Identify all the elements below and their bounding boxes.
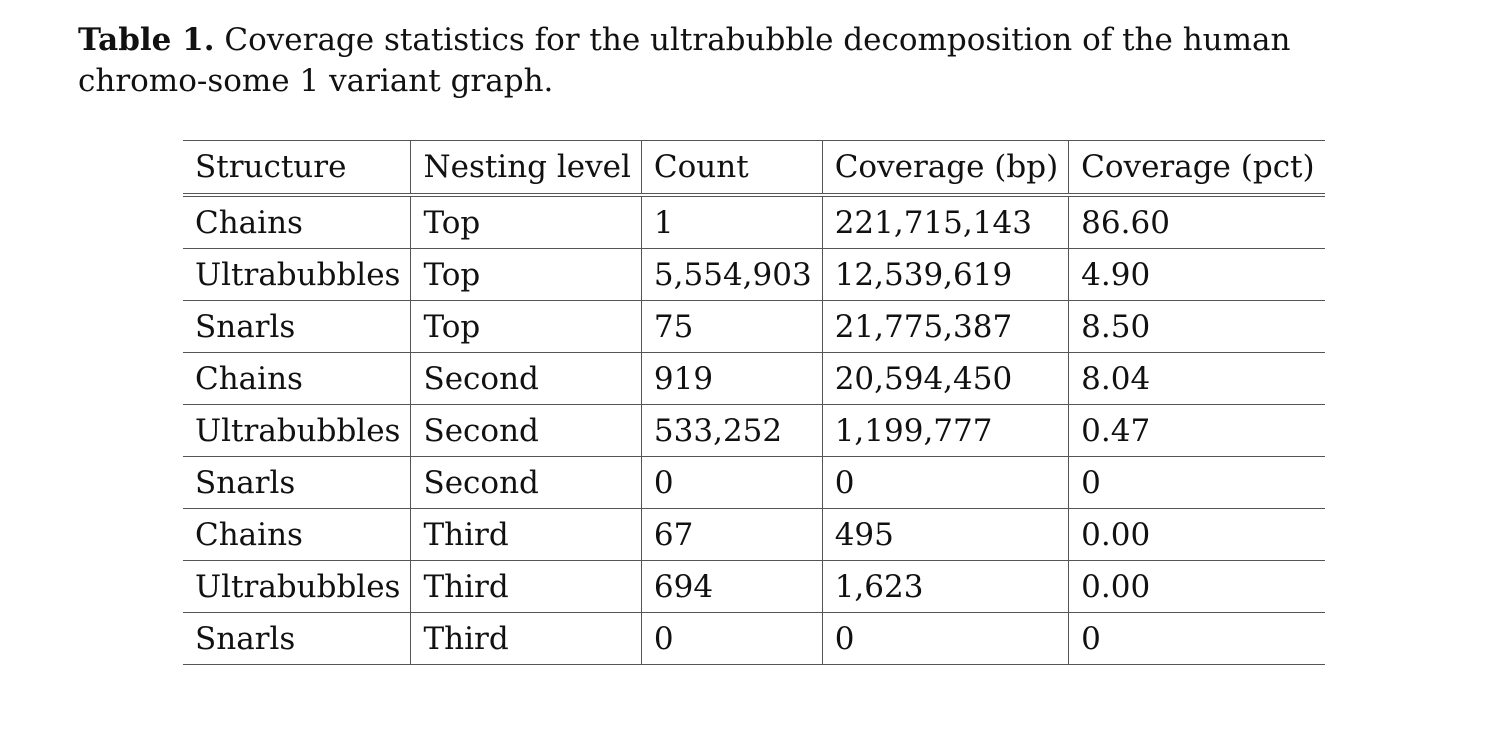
cell-count: 75 <box>640 300 823 353</box>
cell-nesting-level: Second <box>410 352 642 405</box>
cell-coverage-bp: 12,539,619 <box>821 248 1070 301</box>
cell-structure: Chains <box>183 508 412 561</box>
cell-nesting-level: Third <box>410 612 642 665</box>
cell-coverage-pct: 0.00 <box>1068 560 1325 613</box>
cell-structure: Snarls <box>183 612 412 665</box>
caption-text: Coverage statistics for the ultrabubble … <box>78 22 1291 99</box>
header-count: Count <box>640 140 823 197</box>
header-coverage-bp: Coverage (bp) <box>821 140 1070 197</box>
cell-count: 67 <box>640 508 823 561</box>
table-header-row: Structure Nesting level Count Coverage (… <box>183 140 1325 197</box>
cell-coverage-bp: 1,623 <box>821 560 1070 613</box>
cell-nesting-level: Top <box>410 195 642 249</box>
coverage-table: Structure Nesting level Count Coverage (… <box>183 140 1325 665</box>
cell-coverage-pct: 0.00 <box>1068 508 1325 561</box>
table-row: Chains Top 1 221,715,143 86.60 <box>183 195 1325 249</box>
cell-coverage-bp: 495 <box>821 508 1070 561</box>
cell-coverage-pct: 0.47 <box>1068 404 1325 457</box>
cell-nesting-level: Third <box>410 508 642 561</box>
table-row: Ultrabubbles Second 533,252 1,199,777 0.… <box>183 404 1325 457</box>
cell-coverage-bp: 21,775,387 <box>821 300 1070 353</box>
cell-coverage-pct: 8.04 <box>1068 352 1325 405</box>
cell-count: 1 <box>640 195 823 249</box>
cell-structure: Chains <box>183 195 412 249</box>
table-row: Snarls Top 75 21,775,387 8.50 <box>183 300 1325 353</box>
caption-label: Table 1. <box>78 22 215 58</box>
cell-coverage-pct: 0 <box>1068 456 1325 509</box>
cell-count: 5,554,903 <box>640 248 823 301</box>
cell-coverage-pct: 86.60 <box>1068 195 1325 249</box>
cell-count: 0 <box>640 456 823 509</box>
cell-coverage-bp: 0 <box>821 612 1070 665</box>
cell-coverage-pct: 8.50 <box>1068 300 1325 353</box>
cell-structure: Snarls <box>183 300 412 353</box>
cell-coverage-pct: 0 <box>1068 612 1325 665</box>
table-row: Ultrabubbles Third 694 1,623 0.00 <box>183 560 1325 613</box>
cell-coverage-bp: 1,199,777 <box>821 404 1070 457</box>
cell-nesting-level: Third <box>410 560 642 613</box>
cell-structure: Chains <box>183 352 412 405</box>
table-row: Ultrabubbles Top 5,554,903 12,539,619 4.… <box>183 248 1325 301</box>
cell-nesting-level: Top <box>410 300 642 353</box>
cell-coverage-bp: 0 <box>821 456 1070 509</box>
cell-coverage-bp: 20,594,450 <box>821 352 1070 405</box>
cell-coverage-bp: 221,715,143 <box>821 195 1070 249</box>
table-row: Chains Second 919 20,594,450 8.04 <box>183 352 1325 405</box>
cell-count: 533,252 <box>640 404 823 457</box>
cell-nesting-level: Second <box>410 404 642 457</box>
cell-structure: Snarls <box>183 456 412 509</box>
table-row: Chains Third 67 495 0.00 <box>183 508 1325 561</box>
cell-nesting-level: Second <box>410 456 642 509</box>
table-caption: Table 1. Coverage statistics for the ult… <box>78 20 1408 102</box>
header-coverage-pct: Coverage (pct) <box>1068 140 1325 197</box>
header-nesting-level: Nesting level <box>410 140 642 197</box>
cell-structure: Ultrabubbles <box>183 404 412 457</box>
cell-structure: Ultrabubbles <box>183 560 412 613</box>
table-row: Snarls Third 0 0 0 <box>183 612 1325 665</box>
header-structure: Structure <box>183 140 412 197</box>
cell-count: 0 <box>640 612 823 665</box>
cell-nesting-level: Top <box>410 248 642 301</box>
table-row: Snarls Second 0 0 0 <box>183 456 1325 509</box>
cell-count: 694 <box>640 560 823 613</box>
cell-structure: Ultrabubbles <box>183 248 412 301</box>
cell-count: 919 <box>640 352 823 405</box>
cell-coverage-pct: 4.90 <box>1068 248 1325 301</box>
